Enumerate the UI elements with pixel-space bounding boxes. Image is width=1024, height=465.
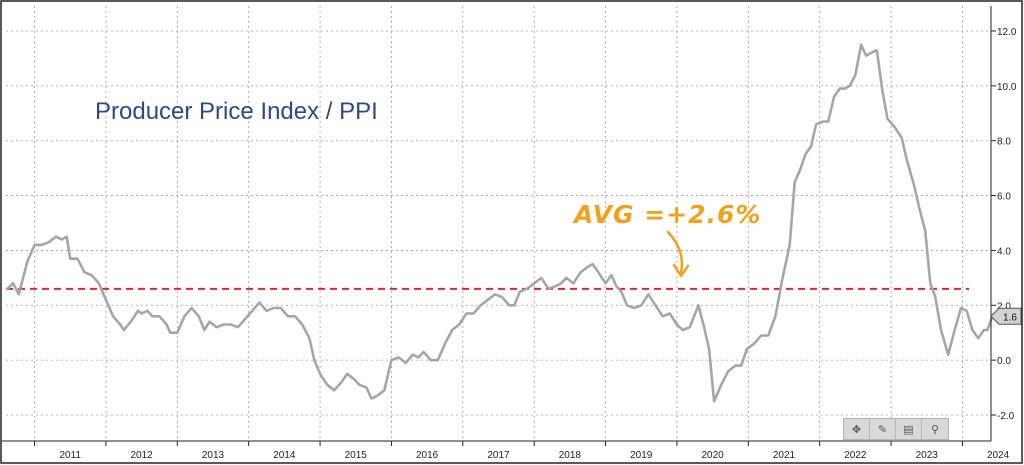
x-tick-label: 2014 — [273, 450, 296, 461]
last-value-flag — [990, 307, 1022, 325]
x-tick-label: 2016 — [416, 450, 439, 461]
x-tick-label: 2015 — [345, 450, 368, 461]
x-tick-label: 2011 — [59, 450, 81, 461]
zoom-icon[interactable]: ⚲ — [930, 422, 940, 436]
annotation-arrowhead — [672, 263, 690, 278]
chart-title: Producer Price Index / PPI — [95, 98, 378, 125]
chart-toolbar: ✥ ✎ ▤ ⚲ — [843, 418, 949, 440]
x-tick-label: 2020 — [702, 450, 725, 461]
y-tick-label: -2.0 — [997, 411, 1015, 422]
x-tick-label: 2018 — [559, 450, 582, 461]
x-tick-label: 2012 — [130, 450, 153, 461]
series-line — [6, 43, 994, 403]
x-tick-label: 2019 — [630, 450, 653, 461]
annotation-arrow — [666, 230, 684, 274]
x-tick-label: 2017 — [487, 450, 510, 461]
x-tick-label: 2023 — [916, 450, 939, 461]
x-tick-label: 2024 — [987, 450, 1010, 461]
x-tick-label: 2022 — [844, 450, 867, 461]
y-tick-label: 2.0 — [997, 301, 1011, 312]
draw-icon[interactable]: ✎ — [870, 419, 896, 439]
x-tick-label: 2013 — [202, 450, 225, 461]
move-icon[interactable]: ✥ — [844, 419, 870, 439]
y-tick-label: 10.0 — [997, 82, 1017, 93]
last-value-label: 1.6 — [1003, 312, 1017, 323]
y-tick-label: 6.0 — [997, 192, 1011, 203]
y-tick-label: 12.0 — [997, 27, 1017, 38]
y-tick-label: 8.0 — [997, 137, 1011, 148]
table-icon[interactable]: ▤ — [896, 419, 922, 439]
y-tick-label: 4.0 — [997, 246, 1011, 257]
x-tick-label: 2021 — [773, 450, 796, 461]
y-tick-label: 0.0 — [997, 356, 1011, 367]
average-annotation: AVG =+2.6% — [574, 200, 762, 229]
